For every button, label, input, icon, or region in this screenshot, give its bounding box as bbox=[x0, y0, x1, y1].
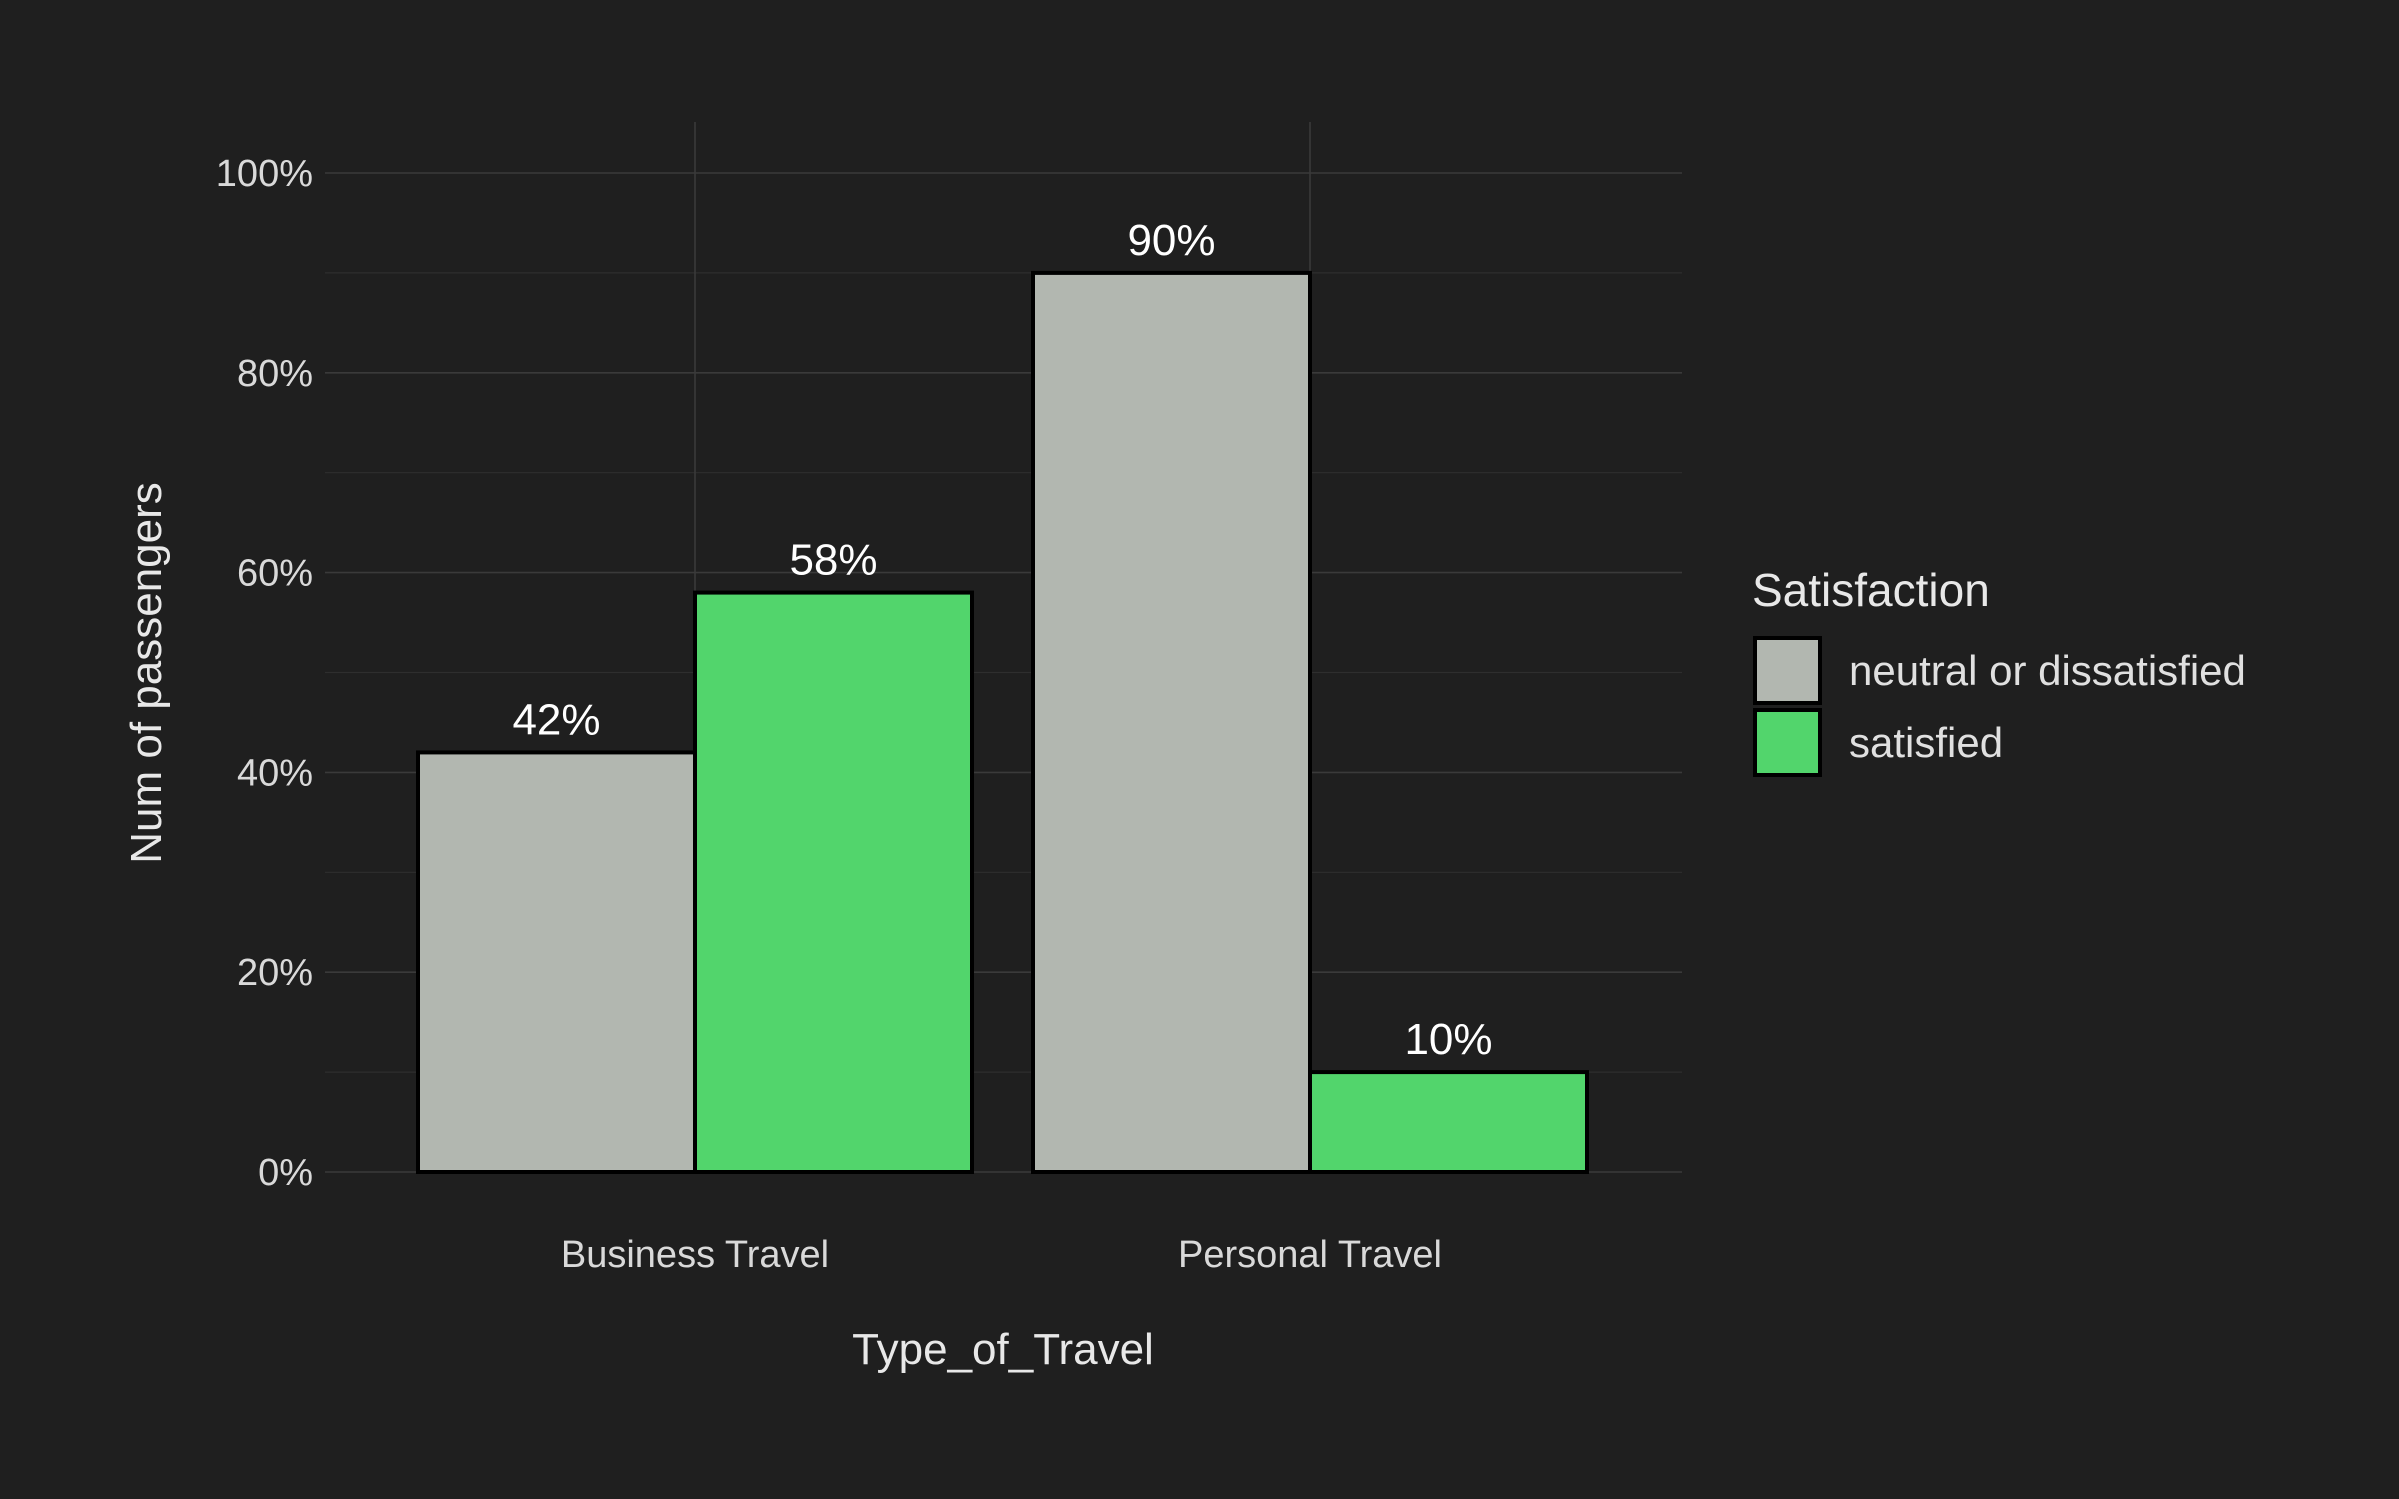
y-tick-label: 60% bbox=[237, 553, 313, 595]
x-tick-label: Business Travel bbox=[561, 1234, 829, 1276]
y-tick-label: 0% bbox=[258, 1152, 313, 1194]
bar-labels: 42% 58% 90% 10% bbox=[512, 216, 1492, 1064]
bar bbox=[1031, 270, 1312, 1174]
y-tick-label: 40% bbox=[237, 752, 313, 794]
y-tick-label: 80% bbox=[237, 353, 313, 395]
legend-title: Satisfaction bbox=[1752, 564, 1990, 616]
bar bbox=[1308, 1070, 1589, 1174]
bar-value-label: 42% bbox=[512, 695, 600, 744]
legend-key bbox=[1753, 636, 1822, 705]
bar-value-label: 90% bbox=[1127, 216, 1215, 265]
x-tick-label: Personal Travel bbox=[1178, 1234, 1442, 1276]
y-axis-title: Num of passengers bbox=[122, 482, 171, 864]
bar bbox=[693, 590, 974, 1174]
y-tick-label: 20% bbox=[237, 952, 313, 994]
x-axis-ticks: Business Travel Personal Travel bbox=[561, 1234, 1442, 1276]
bar-value-label: 58% bbox=[789, 536, 877, 585]
x-axis-title: Type_of_Travel bbox=[852, 1325, 1154, 1374]
y-axis-ticks: 0% 20% 40% 60% 80% 100% bbox=[216, 153, 313, 1194]
legend-label: satisfied bbox=[1849, 719, 2003, 766]
bars bbox=[416, 270, 1589, 1174]
y-tick-label: 100% bbox=[216, 153, 313, 195]
legend: Satisfaction neutral or dissatisfied sati… bbox=[1752, 564, 2246, 777]
bar bbox=[416, 750, 697, 1174]
legend-key bbox=[1753, 708, 1822, 777]
bar-value-label: 10% bbox=[1404, 1015, 1492, 1064]
legend-label: neutral or dissatisfied bbox=[1849, 647, 2246, 694]
